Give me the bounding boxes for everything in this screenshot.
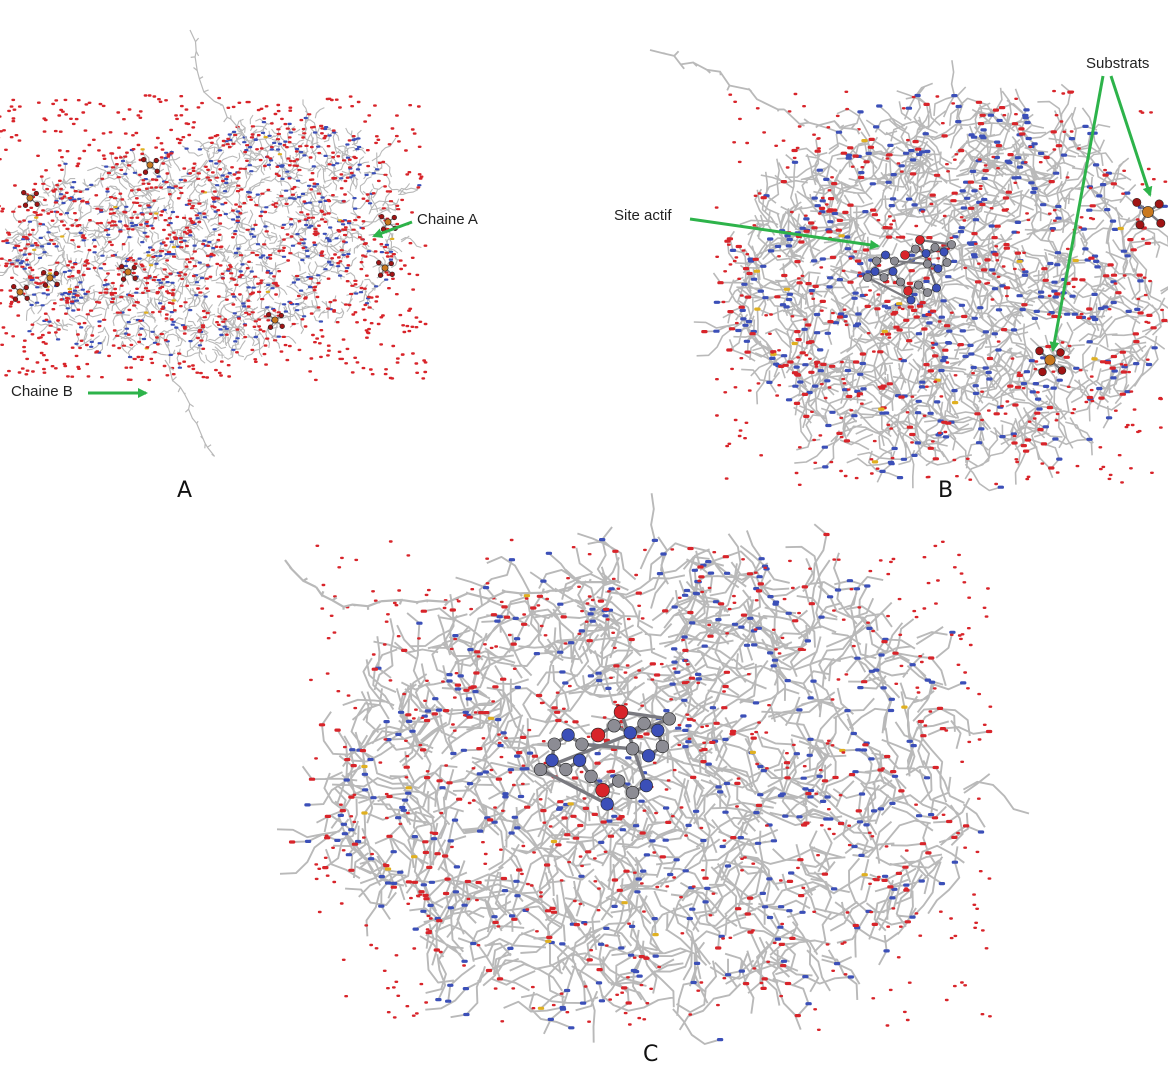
panel-c-ligand (533, 704, 676, 811)
panel-b-label: B (938, 478, 954, 503)
panel-a-molecule (0, 29, 428, 457)
panel-c-molecule (276, 493, 1030, 1045)
substrate-arrow-2 (1049, 75, 1105, 352)
panel-c-label: C (643, 1042, 659, 1067)
active-site-arrow (689, 217, 880, 250)
chain-a-arrow (372, 220, 413, 238)
active-site-label: Site actif (614, 207, 672, 224)
panel-b-substrates (1035, 197, 1166, 377)
chain-a-label: Chaine A (417, 211, 478, 228)
substrate-arrow-1 (1109, 75, 1153, 197)
panel-b-ligand (863, 235, 956, 305)
panel-b-molecule (649, 49, 1168, 492)
chain-b-label: Chaine B (11, 383, 73, 400)
substrates-label: Substrats (1086, 55, 1150, 72)
panel-a-label: A (177, 478, 193, 503)
